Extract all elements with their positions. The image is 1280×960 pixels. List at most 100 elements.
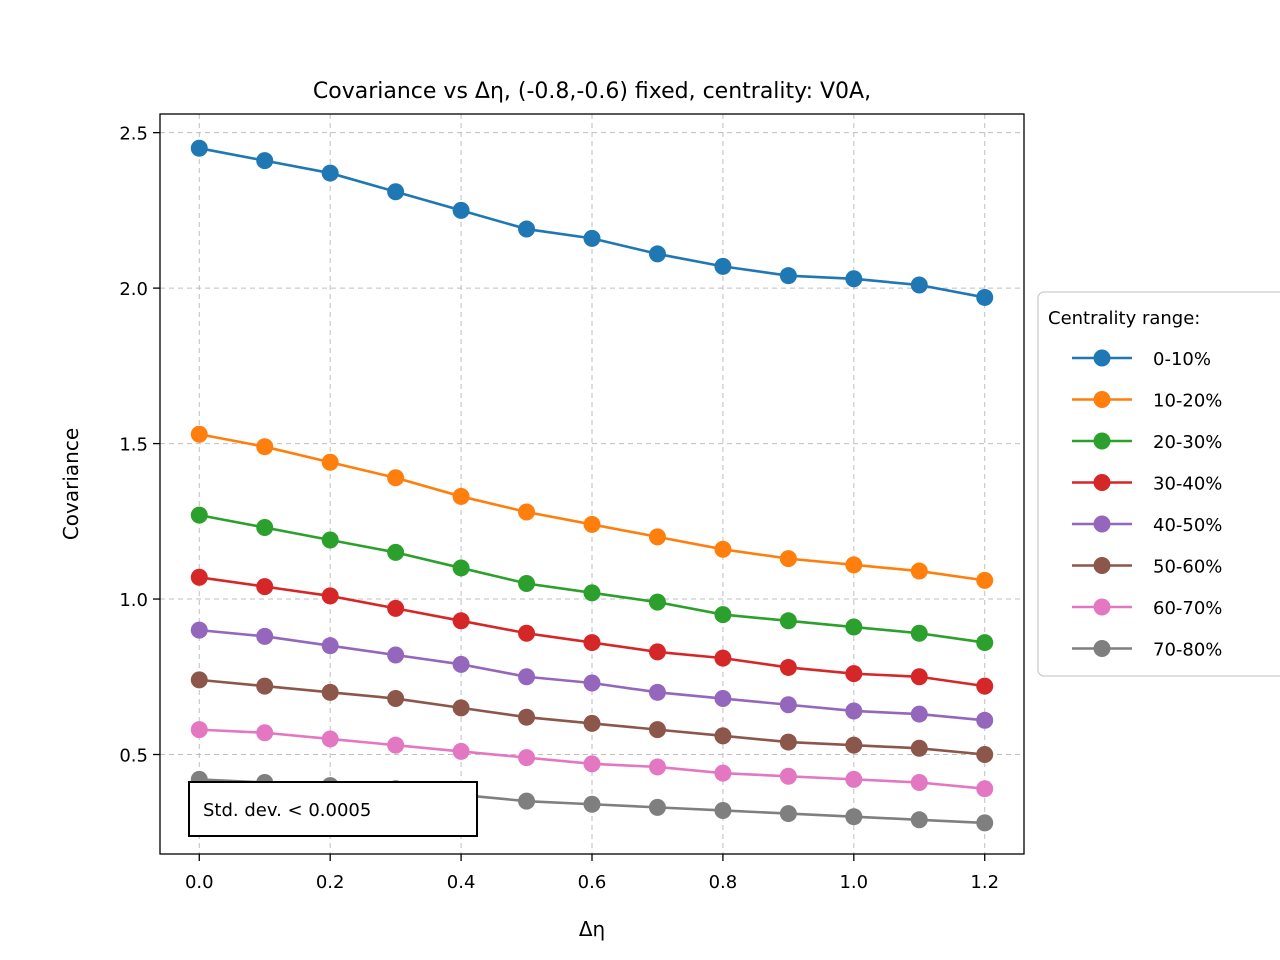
data-point — [976, 571, 994, 589]
annotation-text: Std. dev. < 0.0005 — [203, 800, 371, 821]
data-point — [452, 699, 470, 717]
data-point — [452, 612, 470, 630]
legend-label: 60-70% — [1153, 598, 1222, 619]
data-point — [256, 724, 274, 742]
data-point — [518, 624, 536, 642]
data-point — [648, 593, 666, 611]
legend-items: 0-10% 10-20% 20-30% 30-40% 40-50% 50-60% 60-70… — [1072, 349, 1222, 661]
series-0-10% — [190, 139, 994, 306]
legend-item: 30-40% — [1072, 474, 1222, 495]
legend-item: 70-80% — [1072, 640, 1222, 661]
data-point — [190, 568, 208, 586]
data-point — [518, 503, 536, 521]
data-point — [779, 696, 797, 714]
legend-swatch-marker — [1093, 515, 1111, 533]
data-point — [583, 795, 601, 813]
data-point — [583, 634, 601, 652]
data-point — [648, 528, 666, 546]
data-point — [256, 152, 274, 170]
data-point — [845, 770, 863, 788]
data-point — [779, 733, 797, 751]
y-axis-label: Covariance — [59, 428, 83, 540]
legend-title: Centrality range: — [1048, 308, 1200, 329]
series-50-60% — [190, 671, 994, 764]
data-point — [387, 469, 405, 487]
data-point — [583, 755, 601, 773]
y-tick-label: 2.0 — [119, 279, 148, 300]
data-point — [714, 727, 732, 745]
data-point — [583, 584, 601, 602]
data-point — [845, 270, 863, 288]
data-point — [518, 792, 536, 810]
data-point — [779, 612, 797, 630]
data-point — [583, 714, 601, 732]
data-point — [518, 708, 536, 726]
legend-item: 0-10% — [1072, 349, 1211, 370]
data-point — [779, 267, 797, 285]
series-30-40% — [190, 568, 994, 695]
data-point — [714, 649, 732, 667]
data-point — [779, 658, 797, 676]
data-point — [190, 139, 208, 157]
series-20-30% — [190, 506, 994, 652]
data-point — [256, 578, 274, 596]
data-point — [321, 164, 339, 182]
series-60-70% — [190, 721, 994, 798]
data-point — [387, 736, 405, 754]
annotation-frame — [188, 781, 478, 837]
x-tick-label: 0.6 — [578, 872, 607, 893]
data-point — [976, 677, 994, 695]
data-point — [648, 245, 666, 263]
data-point — [845, 618, 863, 636]
y-tick-label: 0.5 — [119, 746, 148, 767]
series-10-20% — [190, 425, 994, 589]
data-point — [387, 183, 405, 201]
legend-label: 30-40% — [1153, 474, 1222, 495]
data-point — [779, 767, 797, 785]
data-point — [910, 811, 928, 829]
data-point — [518, 749, 536, 767]
chart-title: Covariance vs Δη, (-0.8,-0.6) fixed, cen… — [313, 79, 871, 104]
data-point — [452, 559, 470, 577]
legend-item: 60-70% — [1072, 598, 1222, 619]
legend-frame — [1037, 291, 1280, 677]
data-point — [845, 665, 863, 683]
data-point — [518, 220, 536, 238]
data-point — [190, 425, 208, 443]
data-point — [714, 801, 732, 819]
data-point — [321, 531, 339, 549]
data-point — [452, 201, 470, 219]
data-point — [256, 519, 274, 537]
data-point — [714, 690, 732, 708]
data-point — [714, 540, 732, 558]
data-point — [845, 808, 863, 826]
data-point — [976, 711, 994, 729]
data-point — [387, 646, 405, 664]
data-point — [321, 683, 339, 701]
y-tick-label: 1.5 — [119, 435, 148, 456]
data-point — [910, 668, 928, 686]
data-point — [583, 229, 601, 247]
legend-item: 40-50% — [1072, 515, 1222, 536]
data-point — [190, 621, 208, 639]
legend-label: 10-20% — [1153, 391, 1222, 412]
data-point — [452, 742, 470, 760]
data-point — [648, 798, 666, 816]
legend: Centrality range: 0-10% 10-20% 20-30% 30-40… — [1037, 291, 1280, 677]
legend-label: 0-10% — [1153, 349, 1211, 370]
data-point — [976, 780, 994, 798]
data-point — [518, 574, 536, 592]
data-point — [910, 739, 928, 757]
data-point — [976, 634, 994, 652]
legend-swatch-marker — [1093, 557, 1111, 574]
legend-item: 20-30% — [1072, 432, 1222, 453]
data-point — [648, 721, 666, 739]
data-point — [910, 705, 928, 723]
data-point — [387, 599, 405, 617]
x-axis-ticks: 0.0 0.2 0.4 0.6 0.8 1.0 1.2 — [185, 854, 999, 893]
legend-swatch-marker — [1093, 432, 1111, 450]
data-point — [321, 587, 339, 605]
data-point — [256, 677, 274, 695]
data-point — [256, 438, 274, 456]
